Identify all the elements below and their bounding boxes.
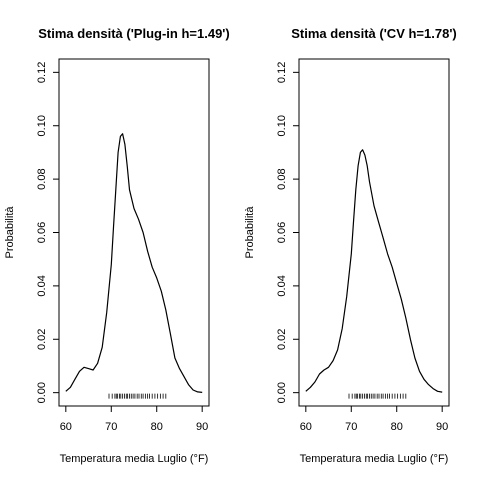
density-panel-2: Stima densità ('CV h=1.78') 60 70 80 90 0.00 0…: [244, 26, 457, 465]
x-tick-label: 80: [151, 421, 163, 433]
y-tick-label: 0.04: [276, 275, 288, 296]
density-curve: [65, 133, 203, 393]
y-tick-label: 0.02: [36, 329, 48, 350]
x-axis-label: Temperatura media Luglio (°F): [60, 453, 209, 465]
rug-marks: [108, 393, 167, 399]
y-tick-label: 0.06: [276, 222, 288, 243]
y-axis-label: Probabilità: [4, 206, 16, 259]
y-tick-label: 0.06: [36, 222, 48, 243]
density-panel-1: Stima densità ('Plug-in h=1.49') 60 70 80 90…: [4, 26, 230, 465]
chart-title: Stima densità ('Plug-in h=1.49'): [38, 26, 229, 41]
y-tick-label: 0.08: [36, 168, 48, 189]
x-tick-label: 90: [436, 421, 448, 433]
y-axis-label: Probabilità: [244, 206, 256, 259]
x-tick-label: 70: [105, 421, 117, 433]
y-tick-label: 0.00: [36, 382, 48, 403]
y-tick-label: 0.04: [36, 275, 48, 296]
y-tick-label: 0.10: [276, 115, 288, 136]
rug-marks: [348, 393, 407, 399]
plot-frame: [58, 58, 210, 407]
y-tick-label: 0.10: [36, 115, 48, 136]
x-tick-label: 60: [60, 421, 72, 433]
chart-title: Stima densità ('CV h=1.78'): [291, 26, 456, 41]
y-tick-label: 0.00: [276, 382, 288, 403]
y-tick-label: 0.12: [36, 62, 48, 83]
x-tick-label: 90: [196, 421, 208, 433]
x-tick-label: 80: [391, 421, 403, 433]
x-axis-label: Temperatura media Luglio (°F): [300, 453, 449, 465]
y-tick-label: 0.02: [276, 329, 288, 350]
density-curve: [305, 149, 443, 393]
y-tick-label: 0.08: [276, 168, 288, 189]
y-tick-label: 0.12: [276, 62, 288, 83]
x-tick-label: 60: [300, 421, 312, 433]
x-tick-label: 70: [345, 421, 357, 433]
plot-frame: [298, 58, 450, 407]
